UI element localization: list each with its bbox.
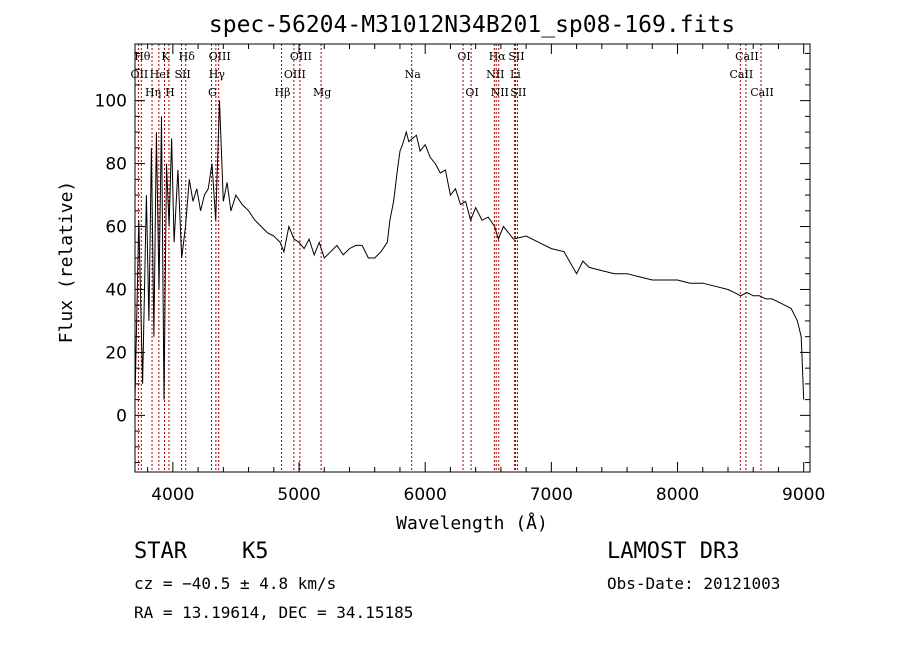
line-label-4959: OIII <box>284 68 306 81</box>
plot-frame <box>134 43 811 473</box>
y-tick-label-40: 40 <box>105 280 127 300</box>
line-label-6716: SII <box>508 50 524 63</box>
emission-line-labels: OII Hθ Hη HeI K H SII Hδ G Hγ OIII Hβ OIII OIII Mg Na OI… <box>131 50 774 99</box>
y-axis-title: Flux (relative) <box>56 181 77 344</box>
y-tick-label-20: 20 <box>105 343 127 363</box>
line-label-5175: Mg <box>313 86 331 99</box>
chart-title: spec-56204-M31012N34B201_sp08-169.fits <box>209 12 735 38</box>
spectrum-series-flux <box>134 100 805 400</box>
line-label-6364: OI <box>465 86 478 99</box>
line-label-3727: OII <box>131 68 149 81</box>
line-label-4341: Hγ <box>209 68 226 81</box>
line-label-3934: K <box>161 50 170 63</box>
x-axis-ticks: 4000 5000 6000 7000 8000 9000 <box>147 44 825 505</box>
y-tick-label-80: 80 <box>105 155 127 175</box>
line-label-8498: CaII <box>730 68 754 81</box>
sky-coordinates: RA = 13.19614, DEC = 34.15185 <box>134 603 414 622</box>
line-label-6300: OI <box>457 50 470 63</box>
x-tick-label-9000: 9000 <box>782 485 825 505</box>
y-axis-ticks: 0 20 40 60 80 100 <box>95 52 810 464</box>
line-label-6548: NII <box>486 68 504 81</box>
line-label-3889: HeI <box>150 68 170 81</box>
emission-line-markers <box>137 44 762 472</box>
line-label-6731: SII <box>510 86 526 99</box>
redshift-velocity: cz = −40.5 ± 4.8 km/s <box>134 574 337 593</box>
x-tick-label-5000: 5000 <box>277 485 320 505</box>
line-label-3835: Hη <box>145 86 161 99</box>
x-tick-label-8000: 8000 <box>656 485 699 505</box>
line-label-8662: CaII <box>750 86 774 99</box>
line-label-6707: Li <box>510 68 521 81</box>
survey-name: LAMOST DR3 <box>607 539 740 564</box>
line-label-6563: Hα <box>489 50 507 63</box>
line-label-4102: Hδ <box>179 50 196 63</box>
object-subclass: K5 <box>242 539 269 564</box>
x-tick-label-6000: 6000 <box>404 485 447 505</box>
x-tick-label-7000: 7000 <box>530 485 573 505</box>
line-label-4363: OIII <box>209 50 231 63</box>
line-label-5007: OIII <box>290 50 312 63</box>
line-label-4069: SII <box>174 68 190 81</box>
y-tick-label-0: 0 <box>116 406 127 426</box>
line-label-3969: H <box>165 86 175 99</box>
line-label-5893: Na <box>405 68 422 81</box>
observation-date: Obs-Date: 20121003 <box>607 574 781 593</box>
line-label-4306: G <box>208 86 217 99</box>
line-label-4861: Hβ <box>275 86 291 99</box>
x-axis-title: Wavelength (Å) <box>396 512 548 534</box>
line-label-3750: Hθ <box>134 50 151 63</box>
y-tick-label-60: 60 <box>105 218 127 238</box>
line-label-8542: CaII <box>735 50 759 63</box>
object-class: STAR <box>134 539 187 564</box>
x-tick-label-4000: 4000 <box>151 485 194 505</box>
line-label-6583: NII <box>491 86 509 99</box>
y-tick-label-100: 100 <box>95 92 127 112</box>
